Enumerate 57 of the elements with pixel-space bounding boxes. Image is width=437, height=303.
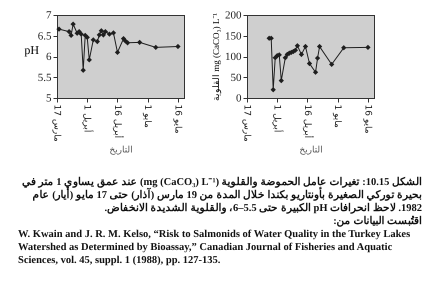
point: [329, 62, 334, 68]
point: [78, 31, 84, 37]
point: [365, 44, 371, 50]
x-tick-label: 16 أبريل: [302, 104, 314, 138]
point: [153, 44, 158, 50]
y-tick-label: 5.5: [38, 72, 52, 84]
point: [175, 44, 181, 50]
y-tick-label: 100: [225, 51, 242, 63]
x-tick-label: 16 مايو: [172, 104, 182, 134]
x-axis-title: التاريخ: [299, 146, 323, 156]
point: [94, 38, 100, 44]
x-axis-title: التاريخ: [109, 146, 133, 156]
point: [341, 45, 346, 50]
point: [306, 60, 312, 66]
point: [96, 32, 102, 38]
point: [70, 21, 76, 27]
y-tick-label: 150: [225, 30, 242, 42]
x-tick-label: 1 أبريل: [82, 104, 94, 132]
x-tick-label: 17 مارس: [52, 104, 62, 142]
x-tick-label: 16 أبريل: [112, 104, 124, 138]
point: [314, 56, 320, 61]
point: [90, 37, 96, 43]
point: [302, 44, 308, 50]
y-tick-label: 6: [46, 51, 52, 63]
point: [294, 43, 300, 48]
point: [298, 52, 304, 58]
point: [86, 57, 92, 62]
point: [80, 68, 86, 73]
point: [114, 50, 120, 55]
point: [68, 32, 74, 38]
text: اقتُبست البيانات من:: [332, 215, 422, 228]
y-tick-label: 5: [46, 92, 52, 104]
y-axis-title: القلوية mg (CaCO₃) L⁻¹: [211, 12, 222, 102]
y-tick-label: 0: [236, 92, 242, 104]
point: [316, 44, 322, 50]
x-tick-label: 16 مايو: [362, 104, 372, 134]
point: [66, 28, 72, 34]
y-axis-title: pH: [24, 43, 40, 57]
x-tick-label: 1 أبريل: [272, 104, 284, 132]
point: [282, 55, 288, 60]
point: [98, 28, 104, 34]
point: [100, 32, 106, 38]
point: [102, 28, 108, 34]
x-tick-label: 1 مايو: [332, 104, 342, 128]
text: W. Kwain and J. R. M. Kelso, “Risk to Salmonids of Water Quality in the Turkey Lakes Watershed as Determined by Bioassay,” Canadian Journal of Fisheries and Aquatic Sciences, vol. 45, suppl. 1 (1988), pp. 127-135.: [18, 228, 412, 267]
text: الشكل 10.15: تغيرات عامل الحموضة والقلوية (mg (CaCO₃) L⁻¹) عند عمق يساوي 1 متر في بحيرة توركي الصغيرة بأونتاريو بكندا خلال المدة من 19 مارس (آذار) حتى 17 مايو (أيار) عام 1982. لاحظ انحرافات pH الكبيرة حتى 5.5–6، والقلوية الشديدة الانخفاض.: [21, 176, 422, 215]
point: [110, 30, 116, 36]
y-tick-label: 7: [46, 10, 52, 22]
y-tick-label: 6.5: [38, 30, 52, 42]
x-tick-label: 1 مايو: [142, 104, 152, 128]
y-tick-label: 200: [225, 10, 242, 22]
point: [270, 87, 276, 92]
x-tick-label: 17 مارس: [242, 104, 252, 142]
point: [106, 31, 112, 37]
point: [137, 40, 142, 46]
point: [56, 26, 62, 32]
y-tick-label: 50: [230, 72, 242, 84]
